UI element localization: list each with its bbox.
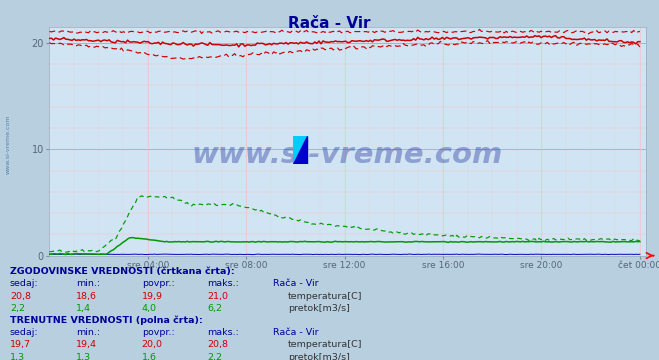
Text: maks.:: maks.: (208, 279, 239, 288)
Text: 1,3: 1,3 (10, 353, 25, 360)
Text: ZGODOVINSKE VREDNOSTI (črtkana črta):: ZGODOVINSKE VREDNOSTI (črtkana črta): (10, 267, 235, 276)
Text: povpr.:: povpr.: (142, 328, 175, 337)
Text: sedaj:: sedaj: (10, 328, 38, 337)
Text: sedaj:: sedaj: (10, 279, 38, 288)
Text: 20,8: 20,8 (10, 292, 31, 301)
Text: 2,2: 2,2 (208, 353, 223, 360)
Text: www.si-vreme.com: www.si-vreme.com (6, 114, 11, 174)
Text: Rača - Vir: Rača - Vir (273, 328, 319, 337)
Text: maks.:: maks.: (208, 328, 239, 337)
Text: temperatura[C]: temperatura[C] (288, 292, 362, 301)
Text: 21,0: 21,0 (208, 292, 229, 301)
Polygon shape (293, 136, 307, 164)
Text: 20,8: 20,8 (208, 340, 229, 349)
Text: TRENUTNE VREDNOSTI (polna črta):: TRENUTNE VREDNOSTI (polna črta): (10, 316, 202, 325)
Text: 19,9: 19,9 (142, 292, 163, 301)
Text: 4,0: 4,0 (142, 304, 157, 313)
Text: 19,7: 19,7 (10, 340, 31, 349)
Text: 1,4: 1,4 (76, 304, 91, 313)
Text: 6,2: 6,2 (208, 304, 223, 313)
Text: 1,3: 1,3 (76, 353, 91, 360)
Text: pretok[m3/s]: pretok[m3/s] (288, 353, 350, 360)
Text: 18,6: 18,6 (76, 292, 97, 301)
Text: Rača - Vir: Rača - Vir (273, 279, 319, 288)
Text: www.si-vreme.com: www.si-vreme.com (192, 141, 503, 169)
Text: povpr.:: povpr.: (142, 279, 175, 288)
Text: pretok[m3/s]: pretok[m3/s] (288, 304, 350, 313)
Text: 2,2: 2,2 (10, 304, 25, 313)
Text: Rača - Vir: Rača - Vir (288, 16, 371, 31)
Text: 19,4: 19,4 (76, 340, 97, 349)
Text: min.:: min.: (76, 328, 100, 337)
Text: 1,6: 1,6 (142, 353, 157, 360)
Text: min.:: min.: (76, 279, 100, 288)
Polygon shape (293, 136, 307, 164)
Text: temperatura[C]: temperatura[C] (288, 340, 362, 349)
Text: 20,0: 20,0 (142, 340, 163, 349)
